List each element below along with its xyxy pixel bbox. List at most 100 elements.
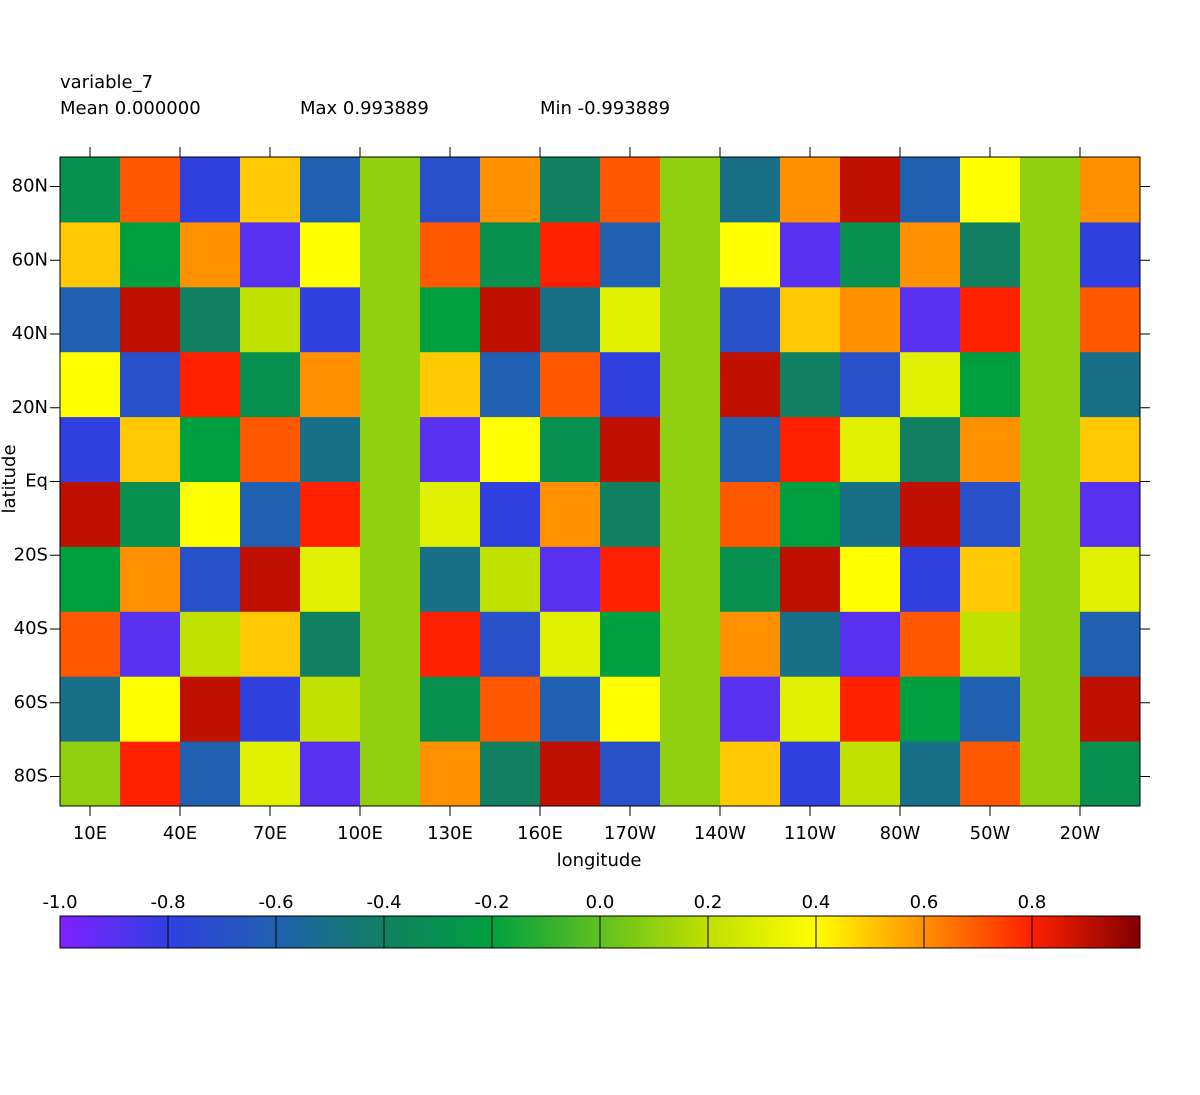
cell xyxy=(600,286,661,353)
cell xyxy=(660,676,721,742)
cell xyxy=(840,351,901,418)
cell xyxy=(540,676,601,742)
cell xyxy=(1020,221,1081,288)
cell xyxy=(1020,481,1081,547)
cell xyxy=(660,741,721,807)
cell xyxy=(840,741,901,807)
cell xyxy=(1020,351,1081,418)
cell xyxy=(900,286,961,353)
cell xyxy=(780,546,841,612)
cell xyxy=(780,351,841,418)
cell xyxy=(780,416,841,482)
cell xyxy=(60,741,121,807)
cell xyxy=(540,546,601,612)
x-tick-label: 170W xyxy=(604,823,656,844)
colorbar-tick-label: -1.0 xyxy=(42,892,77,913)
cell xyxy=(360,481,421,547)
cell xyxy=(780,221,841,288)
x-tick-label: 20W xyxy=(1060,823,1101,844)
cell xyxy=(60,286,121,353)
cell xyxy=(300,546,361,612)
cell xyxy=(420,286,481,353)
cell xyxy=(1020,286,1081,353)
cell xyxy=(480,351,541,418)
cell xyxy=(60,351,121,418)
cell xyxy=(720,546,781,612)
x-tick-label: 160E xyxy=(517,823,563,844)
cell xyxy=(300,286,361,353)
cell xyxy=(120,676,181,742)
cell xyxy=(900,546,961,612)
x-tick-label: 80W xyxy=(880,823,921,844)
x-tick-label: 40E xyxy=(163,823,197,844)
cell xyxy=(420,157,481,223)
cell xyxy=(660,221,721,288)
cell xyxy=(960,676,1021,742)
cell xyxy=(180,351,241,418)
y-tick-label: 60N xyxy=(12,249,48,270)
cell xyxy=(240,286,301,353)
colorbar-tick-label: -0.2 xyxy=(474,892,509,913)
cell xyxy=(420,416,481,482)
cell xyxy=(480,481,541,547)
cell xyxy=(120,481,181,547)
colorbar-tick-label: -0.8 xyxy=(150,892,185,913)
cell xyxy=(900,351,961,418)
cell xyxy=(840,546,901,612)
stat-max: Max 0.993889 xyxy=(300,98,429,119)
cell xyxy=(540,221,601,288)
cell xyxy=(180,416,241,482)
cell xyxy=(900,416,961,482)
cell xyxy=(180,676,241,742)
cell xyxy=(960,741,1021,807)
cell xyxy=(120,546,181,612)
cell xyxy=(360,611,421,677)
cell xyxy=(840,221,901,288)
cell xyxy=(60,546,121,612)
cell xyxy=(960,286,1021,353)
cell xyxy=(120,221,181,288)
cell xyxy=(600,676,661,742)
cell xyxy=(300,481,361,547)
cell xyxy=(180,157,241,223)
cell xyxy=(1080,221,1141,288)
cell xyxy=(360,741,421,807)
cell xyxy=(960,546,1021,612)
cell xyxy=(480,676,541,742)
colorbar-tick-label: 0.0 xyxy=(586,892,615,913)
cell xyxy=(300,741,361,807)
cell xyxy=(840,416,901,482)
chart-title: variable_7 xyxy=(60,72,153,93)
cell xyxy=(780,676,841,742)
x-tick-label: 70E xyxy=(253,823,287,844)
cell xyxy=(420,546,481,612)
cell xyxy=(420,741,481,807)
cell xyxy=(180,546,241,612)
cell xyxy=(60,481,121,547)
cell xyxy=(780,157,841,223)
y-tick-label: 20N xyxy=(12,397,48,418)
cell xyxy=(540,351,601,418)
cell xyxy=(120,611,181,677)
cell xyxy=(60,611,121,677)
cell xyxy=(600,741,661,807)
cell xyxy=(180,741,241,807)
cell xyxy=(480,157,541,223)
cell xyxy=(180,221,241,288)
x-axis-label: longitude xyxy=(557,850,642,871)
cell xyxy=(900,741,961,807)
cell xyxy=(720,286,781,353)
cell xyxy=(120,741,181,807)
cell xyxy=(480,611,541,677)
cell xyxy=(1020,741,1081,807)
cell xyxy=(900,157,961,223)
colorbar-tick-label: -0.4 xyxy=(366,892,401,913)
cell xyxy=(1080,351,1141,418)
cell xyxy=(900,611,961,677)
cell xyxy=(960,351,1021,418)
cell xyxy=(600,416,661,482)
cell xyxy=(360,546,421,612)
cell xyxy=(240,416,301,482)
cell xyxy=(840,676,901,742)
cell xyxy=(360,351,421,418)
